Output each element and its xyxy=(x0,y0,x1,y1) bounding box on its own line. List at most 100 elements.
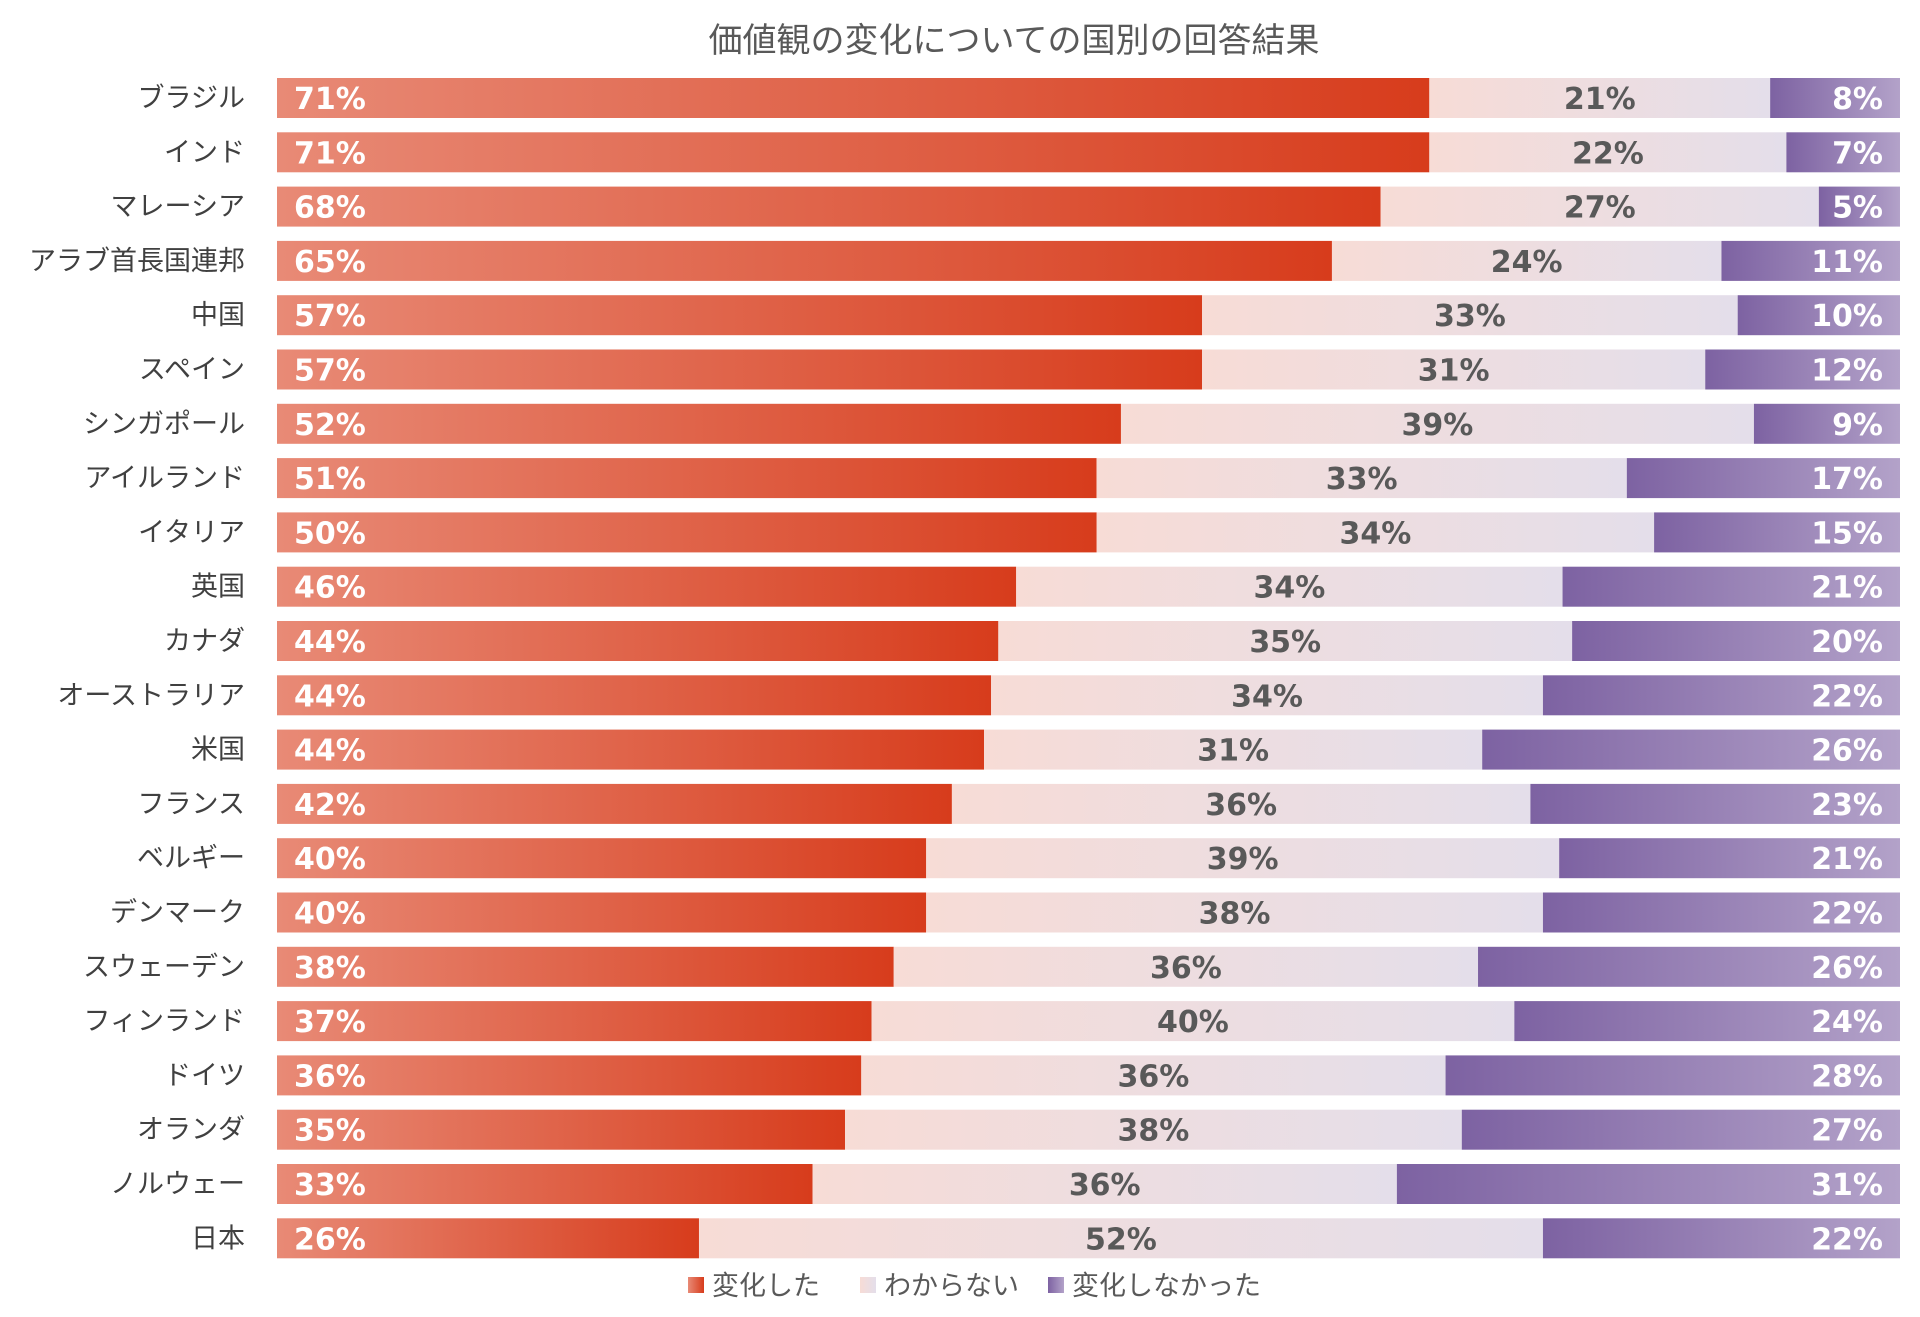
bar-segment-unchanged xyxy=(1542,892,1900,933)
data-label: 65% xyxy=(294,245,366,280)
data-label: 31% xyxy=(1811,1168,1883,1203)
data-label: 10% xyxy=(1811,299,1883,334)
bar-segment-unchanged xyxy=(1818,186,1900,227)
bar-segment-changed xyxy=(277,295,1203,336)
category-label: スペイン xyxy=(139,355,245,386)
data-label: 7% xyxy=(1832,136,1883,171)
data-label: 46% xyxy=(294,571,366,606)
bar-segment-unknown xyxy=(812,1164,1397,1204)
category-label: オーストラリア xyxy=(57,680,245,711)
data-label: 26% xyxy=(1811,951,1883,986)
category-label: デンマーク xyxy=(110,898,245,929)
bar-row: イタリア 50% 34% 15% xyxy=(138,512,1900,553)
data-label: 34% xyxy=(1339,516,1411,551)
bar-segment-changed xyxy=(277,1109,846,1150)
data-label: 51% xyxy=(294,462,366,497)
data-label: 40% xyxy=(1157,1005,1229,1040)
bar-segment-unknown xyxy=(951,783,1531,824)
data-label: 15% xyxy=(1811,516,1883,551)
category-label: ノルウェー xyxy=(110,1169,245,1200)
bar-segment-unknown xyxy=(1096,512,1655,553)
bar-segment-changed xyxy=(277,621,999,661)
bar-segment-unchanged xyxy=(1461,1109,1900,1150)
category-label: カナダ xyxy=(164,626,245,657)
bar-segment-unknown xyxy=(1096,458,1627,499)
data-label: 27% xyxy=(1564,191,1636,226)
bar-segment-changed xyxy=(277,838,927,879)
data-label: 39% xyxy=(1207,842,1279,877)
bar-row: 中国 57% 33% 10% xyxy=(191,295,1900,336)
data-label: 50% xyxy=(294,516,366,551)
bar-segment-unchanged xyxy=(1445,1055,1900,1096)
bar-row: アイルランド 51% 33% 17% xyxy=(84,458,1900,499)
bar-segment-unchanged xyxy=(1654,512,1900,553)
data-label: 52% xyxy=(1085,1222,1157,1257)
bar-segment-unknown xyxy=(1429,132,1787,173)
data-label: 28% xyxy=(1811,1059,1883,1094)
bar-segment-changed xyxy=(277,566,1017,607)
legend-swatch xyxy=(688,1277,704,1293)
bar-segment-unknown xyxy=(984,729,1483,770)
data-label: 38% xyxy=(1118,1114,1190,1149)
bar-segment-changed xyxy=(277,512,1097,553)
bar-row: 米国 44% 31% 26% xyxy=(191,729,1900,770)
category-label: イタリア xyxy=(138,517,245,548)
legend-item-unknown: わからない xyxy=(860,1271,1019,1302)
data-label: 27% xyxy=(1811,1114,1883,1149)
category-label: 日本 xyxy=(191,1223,245,1254)
bar-segment-unknown xyxy=(991,675,1543,716)
bar-segment-unknown xyxy=(1202,295,1738,336)
bar-row: インド 71% 22% 7% xyxy=(164,132,1900,173)
bar-segment-changed xyxy=(277,240,1332,281)
data-label: 57% xyxy=(294,354,366,389)
bar-segment-unchanged xyxy=(1626,458,1900,499)
bar-segment-changed xyxy=(277,132,1430,173)
data-label: 22% xyxy=(1811,1222,1883,1257)
bar-segment-unchanged xyxy=(1770,78,1900,118)
data-label: 34% xyxy=(1231,679,1303,714)
bar-segment-unknown xyxy=(1120,403,1754,444)
category-label: シンガポール xyxy=(83,409,245,440)
bar-row: アラブ首長国連邦 65% 24% 11% xyxy=(29,240,1900,281)
bar-segment-unchanged xyxy=(1572,621,1900,661)
data-label: 21% xyxy=(1811,571,1883,606)
data-label: 21% xyxy=(1564,82,1636,117)
data-label: 34% xyxy=(1253,571,1325,606)
data-label: 40% xyxy=(294,842,366,877)
data-label: 22% xyxy=(1811,897,1883,932)
category-label: 英国 xyxy=(191,572,245,603)
data-label: 26% xyxy=(294,1222,366,1257)
category-label: フィンランド xyxy=(84,1006,245,1037)
bar-segment-unchanged xyxy=(1542,675,1900,716)
data-label: 57% xyxy=(294,299,366,334)
category-label: ベルギー xyxy=(137,843,245,874)
legend-swatch xyxy=(860,1277,876,1293)
category-label: マレーシア xyxy=(111,192,245,223)
category-label: オランダ xyxy=(137,1115,245,1146)
legend-label: わからない xyxy=(884,1271,1019,1302)
bar-segment-changed xyxy=(277,783,952,824)
data-label: 36% xyxy=(294,1059,366,1094)
bar-segment-changed xyxy=(277,78,1430,118)
bar-segment-unknown xyxy=(845,1109,1462,1150)
bar-segment-unchanged xyxy=(1786,132,1900,173)
data-label: 5% xyxy=(1832,191,1883,226)
legend-label: 変化しなかった xyxy=(1072,1271,1261,1302)
data-label: 38% xyxy=(1199,897,1271,932)
category-label: ドイツ xyxy=(164,1060,245,1091)
bar-segment-unknown xyxy=(871,1001,1515,1042)
bar-segment-changed xyxy=(277,946,894,987)
bar-segment-changed xyxy=(277,1218,699,1259)
bar-segment-unknown xyxy=(998,621,1573,661)
bar-segment-unchanged xyxy=(1753,403,1900,444)
data-label: 22% xyxy=(1811,679,1883,714)
chart-legend: 変化した わからない 変化しなかった xyxy=(688,1271,1261,1302)
bar-row: スウェーデン 38% 36% 26% xyxy=(83,946,1900,987)
bar-row: シンガポール 52% 39% 9% xyxy=(83,403,1900,444)
data-label: 33% xyxy=(1434,299,1506,334)
bar-segment-changed xyxy=(277,186,1381,227)
category-label: フランス xyxy=(138,789,245,820)
data-label: 44% xyxy=(294,734,366,769)
category-label: アイルランド xyxy=(84,463,245,494)
data-label: 31% xyxy=(1418,354,1490,389)
